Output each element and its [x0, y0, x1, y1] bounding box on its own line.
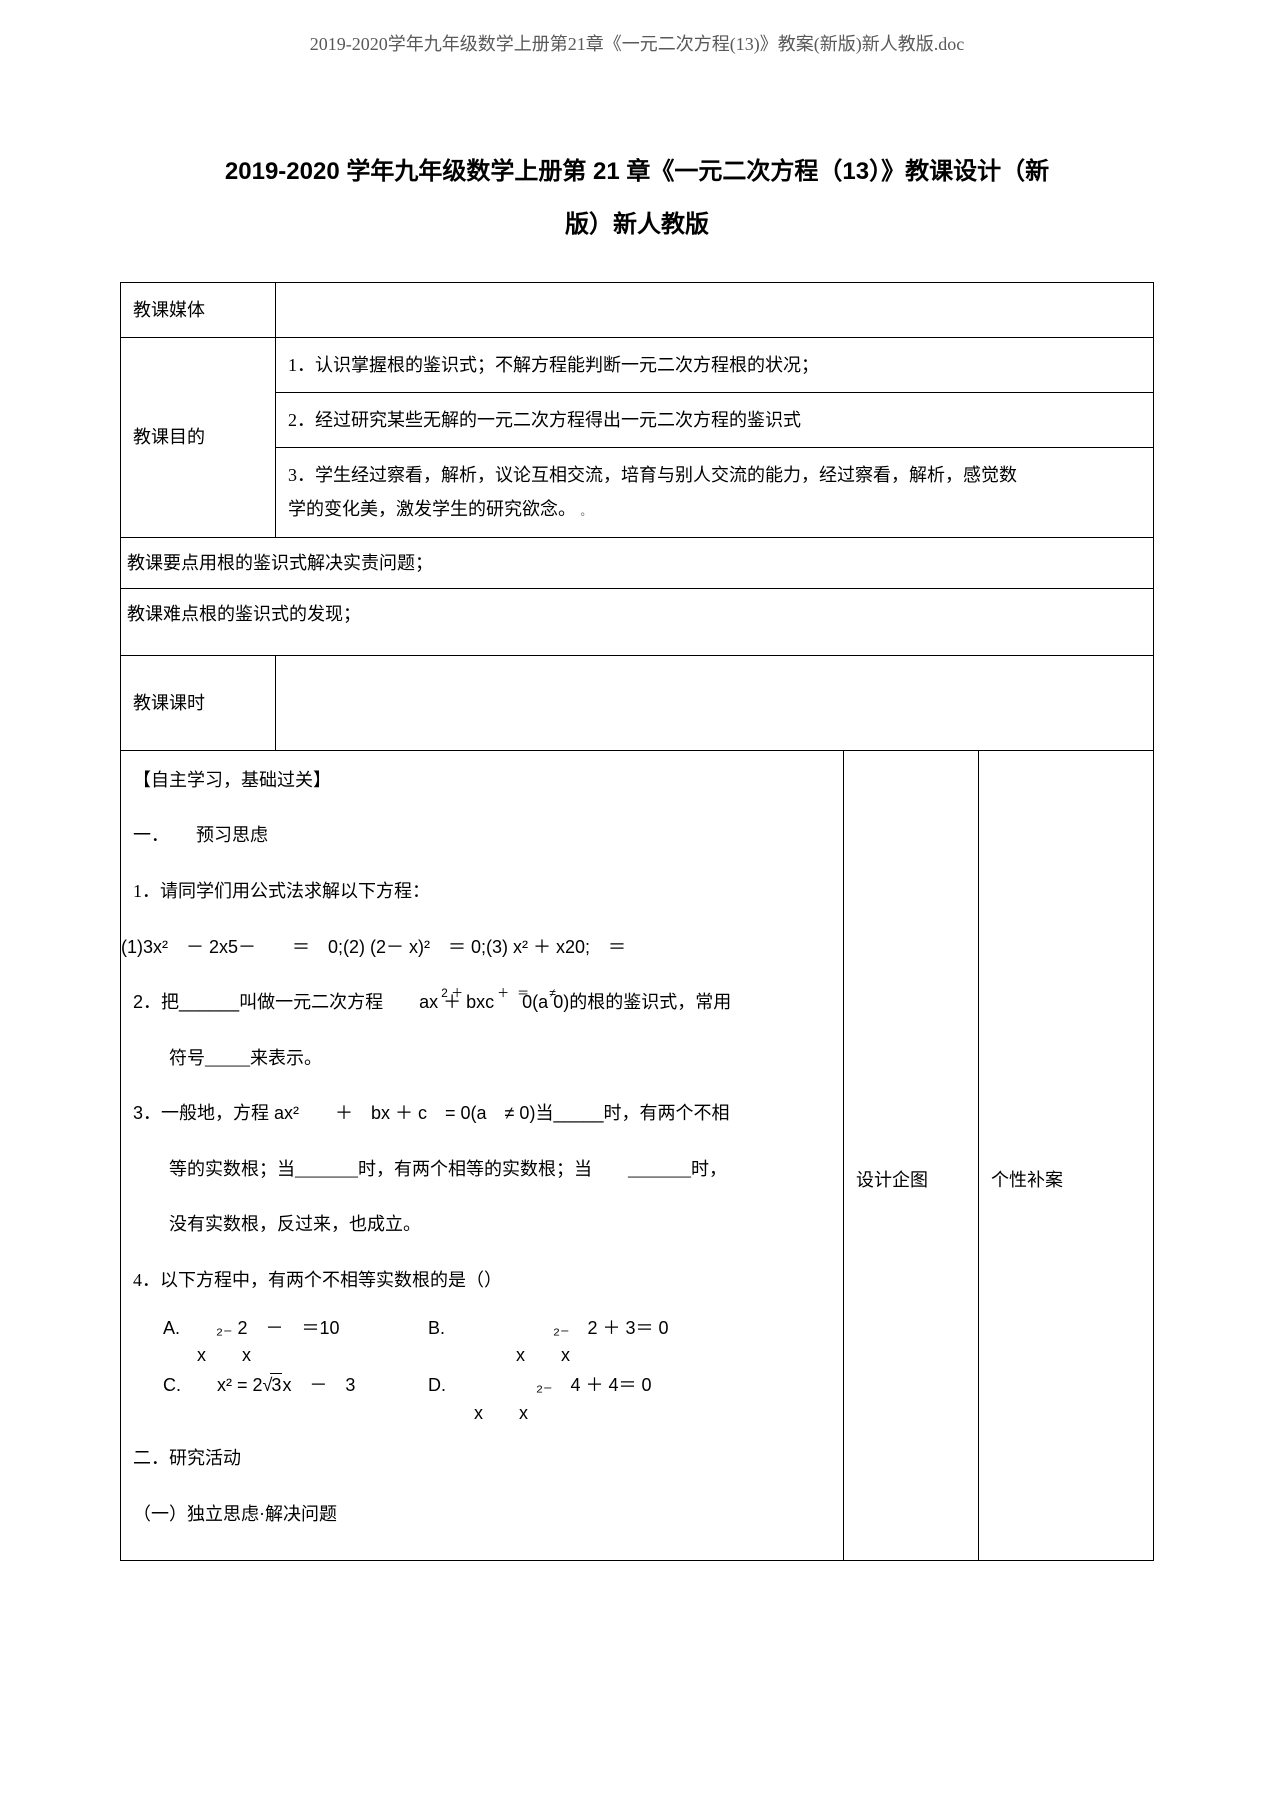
- period-value: [276, 655, 1154, 750]
- options-row-1: A. ₂₋ 2 － ＝10 B. ₂₋ 2 ＋ 3＝ 0: [163, 1317, 831, 1340]
- option-c-pre: C. x² = 2: [163, 1375, 263, 1395]
- media-value: [276, 282, 1154, 337]
- difficulty-row: 教课难点根的鉴识式的发现；: [121, 588, 1154, 655]
- section-independent: （一）独立思虑·解决问题: [133, 1495, 831, 1535]
- objective-1: 1．认识掌握根的鉴识式；不解方程能判断一元二次方程根的状况；: [276, 337, 1154, 392]
- section-preview: 一． 预习思虑: [133, 816, 831, 856]
- objective-3b: 学的变化美，激发学生的研究欲念。: [288, 499, 576, 519]
- section-self-study: 【自主学习，基础过关】: [133, 761, 831, 801]
- design-intent-col: 设计企图: [844, 750, 979, 1561]
- option-d-x: x x: [428, 1403, 528, 1423]
- section-research: 二．研究活动: [133, 1439, 831, 1479]
- lesson-table: 教课媒体 教课目的 1．认识掌握根的鉴识式；不解方程能判断一元二次方程根的状况；…: [120, 282, 1154, 1562]
- q2-part-d: 符号_____来表示。: [133, 1039, 831, 1079]
- objective-3a: 3．学生经过察看，解析，议论互相交流，培育与别人交流的能力，经过察看，解析，感觉…: [288, 465, 1017, 485]
- notes-col: 个性补案: [979, 750, 1154, 1561]
- option-d: D. ₂₋ 4 ＋ 4＝ 0: [428, 1375, 652, 1395]
- note-icon: 。: [581, 506, 592, 518]
- option-c-sqrt: 3: [270, 1373, 282, 1397]
- options-row-2-sub: x x: [163, 1402, 831, 1425]
- option-b-x: x x: [462, 1345, 570, 1365]
- design-intent-label: 设计企图: [856, 1113, 966, 1197]
- doc-header: 2019-2020学年九年级数学上册第21章《一元二次方程(13)》教案(新版)…: [120, 30, 1154, 56]
- keypoint-row: 教课要点用根的鉴识式解决实责问题；: [121, 537, 1154, 588]
- media-label: 教课媒体: [121, 282, 276, 337]
- option-a: A. ₂₋ 2 － ＝10: [163, 1317, 423, 1340]
- q3-line-b: 等的实数根；当_______时，有两个相等的实数根；当 _______时，: [133, 1150, 831, 1190]
- option-c-post: x － 3: [282, 1375, 355, 1395]
- objective-2: 2．经过研究某些无解的一元二次方程得出一元二次方程的鉴识式: [276, 392, 1154, 447]
- main-content: 【自主学习，基础过关】 一． 预习思虑 1．请同学们用公式法求解以下方程： (1…: [121, 750, 844, 1561]
- objective-3: 3．学生经过察看，解析，议论互相交流，培育与别人交流的能力，经过察看，解析，感觉…: [276, 448, 1154, 537]
- notes-label: 个性补案: [991, 1113, 1141, 1197]
- period-label: 教课课时: [121, 655, 276, 750]
- q1-equations: (1)3x² － 2x5－ ＝ 0;(2) (2－ x)² ＝ 0;(3) x²…: [121, 928, 831, 968]
- q2-text: 2．把______叫做一元二次方程 ax 2 ＋ ＋ bxc ＋ ＝ 0(a ≠…: [133, 983, 831, 1023]
- q4-text: 4．以下方程中，有两个不相等实数根的是（）: [133, 1261, 831, 1301]
- option-b: B. ₂₋ 2 ＋ 3＝ 0: [428, 1318, 669, 1338]
- title-line-2: 版）新人教版: [565, 211, 709, 238]
- q1-text: 1．请同学们用公式法求解以下方程：: [133, 872, 831, 912]
- doc-title: 2019-2020 学年九年级数学上册第 21 章《一元二次方程（13）》教课设…: [120, 146, 1154, 252]
- q3-line-c: 没有实数根，反过来，也成立。: [133, 1205, 831, 1245]
- title-line-1: 2019-2020 学年九年级数学上册第 21 章《一元二次方程（13）》教课设…: [225, 158, 1049, 185]
- option-c: C. x² = 2 3x － 3: [163, 1373, 423, 1397]
- q3-line-a: 3．一般地，方程 ax² ＋ bx ＋ c = 0(a ≠ 0)当_____时，…: [133, 1094, 831, 1134]
- option-a-x: x x: [163, 1344, 457, 1367]
- q2-part-c: 0)的根的鉴识式，常用: [553, 992, 731, 1012]
- options-row-2: C. x² = 2 3x － 3 D. ₂₋ 4 ＋ 4＝ 0: [163, 1373, 831, 1397]
- options-row-1-sub: x x x x: [163, 1344, 831, 1367]
- objective-label: 教课目的: [121, 337, 276, 537]
- q2-part-a: 2．把______叫做一元二次方程 ax: [133, 992, 438, 1012]
